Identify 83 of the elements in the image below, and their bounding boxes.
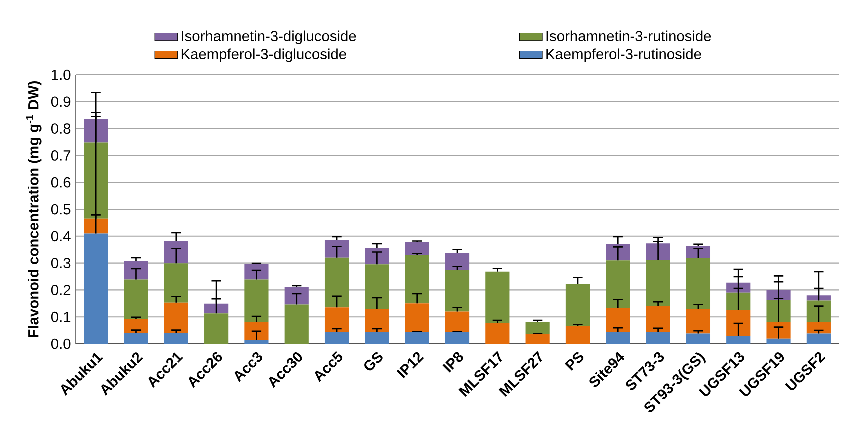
bar — [445, 253, 470, 270]
bar — [284, 286, 309, 305]
bar — [324, 332, 350, 344]
bar — [606, 332, 630, 344]
bar — [284, 304, 309, 344]
bar — [365, 248, 390, 265]
bar — [726, 310, 751, 336]
bar — [686, 334, 711, 344]
bar — [164, 332, 188, 344]
bar — [365, 264, 390, 310]
bar — [766, 300, 791, 322]
bar — [164, 264, 188, 303]
y-tick-label: 0.9 — [51, 96, 71, 108]
bar — [164, 302, 188, 333]
bar — [646, 332, 670, 344]
bar — [124, 332, 148, 344]
bar — [486, 323, 510, 344]
y-tick-label: 0.8 — [51, 124, 71, 134]
x-tick-label: PS — [564, 352, 584, 372]
bar — [204, 314, 229, 344]
y-tick-label: 0.2 — [51, 285, 71, 296]
bar — [566, 284, 590, 326]
legend-label: Kaempferol-3-diglucoside — [182, 48, 346, 62]
y-tick-label: 1.0 — [52, 70, 71, 80]
y-tick-label: 0.1 — [51, 312, 71, 322]
bar — [806, 300, 831, 322]
bar — [405, 304, 430, 332]
bar — [606, 308, 630, 332]
bar — [686, 246, 711, 258]
bar — [164, 241, 188, 264]
bar — [646, 306, 670, 332]
bar — [84, 142, 108, 219]
bar — [606, 260, 630, 308]
x-tick-label: GS — [364, 352, 383, 371]
bar — [646, 244, 670, 260]
bar — [526, 322, 550, 334]
legend-label: Isorhamnetin-3-diglucoside — [182, 30, 356, 44]
bar — [766, 338, 791, 344]
bar — [324, 240, 350, 258]
legend-label: Kaempferol-3-rutinoside — [546, 48, 702, 62]
bar — [445, 332, 470, 344]
bar — [405, 242, 430, 256]
bar — [686, 309, 711, 334]
bar — [365, 332, 390, 344]
bar — [124, 318, 148, 333]
y-tick-label: 0.6 — [51, 177, 71, 188]
y-tick-label: 0.3 — [51, 258, 71, 268]
bar — [244, 322, 269, 340]
bar — [324, 308, 350, 332]
y-tick-label: 0.5 — [51, 204, 71, 215]
bar — [806, 334, 831, 344]
bar — [84, 119, 108, 143]
bar — [84, 234, 108, 344]
bar — [806, 296, 831, 301]
bar — [486, 272, 510, 324]
bar — [806, 322, 831, 334]
legend-label: Isorhamnetin-3-rutinoside — [546, 30, 712, 42]
bar — [405, 332, 430, 344]
y-tick-label: 0.4 — [51, 231, 71, 242]
y-axis-title: Flavonoid concentration (mg g$^{-1}$ DW) — [26, 81, 42, 338]
y-tick-label: 0.7 — [51, 150, 71, 161]
bar — [244, 264, 269, 280]
bar — [324, 258, 350, 308]
bar — [726, 336, 751, 344]
bar — [686, 258, 711, 310]
bar — [646, 260, 670, 306]
bar — [726, 292, 751, 310]
bar — [726, 282, 751, 293]
bar — [606, 244, 630, 261]
bar — [84, 218, 108, 234]
bar — [566, 326, 590, 344]
bar — [405, 255, 430, 304]
y-tick-label: 0.0 — [51, 338, 71, 350]
bar — [244, 280, 269, 322]
bar — [124, 280, 148, 319]
bar — [445, 270, 470, 312]
bar — [766, 322, 791, 339]
bar — [244, 340, 269, 344]
bar — [445, 312, 470, 332]
bar — [365, 309, 390, 332]
bar — [526, 334, 550, 344]
bar — [124, 261, 148, 280]
bar — [204, 304, 229, 314]
